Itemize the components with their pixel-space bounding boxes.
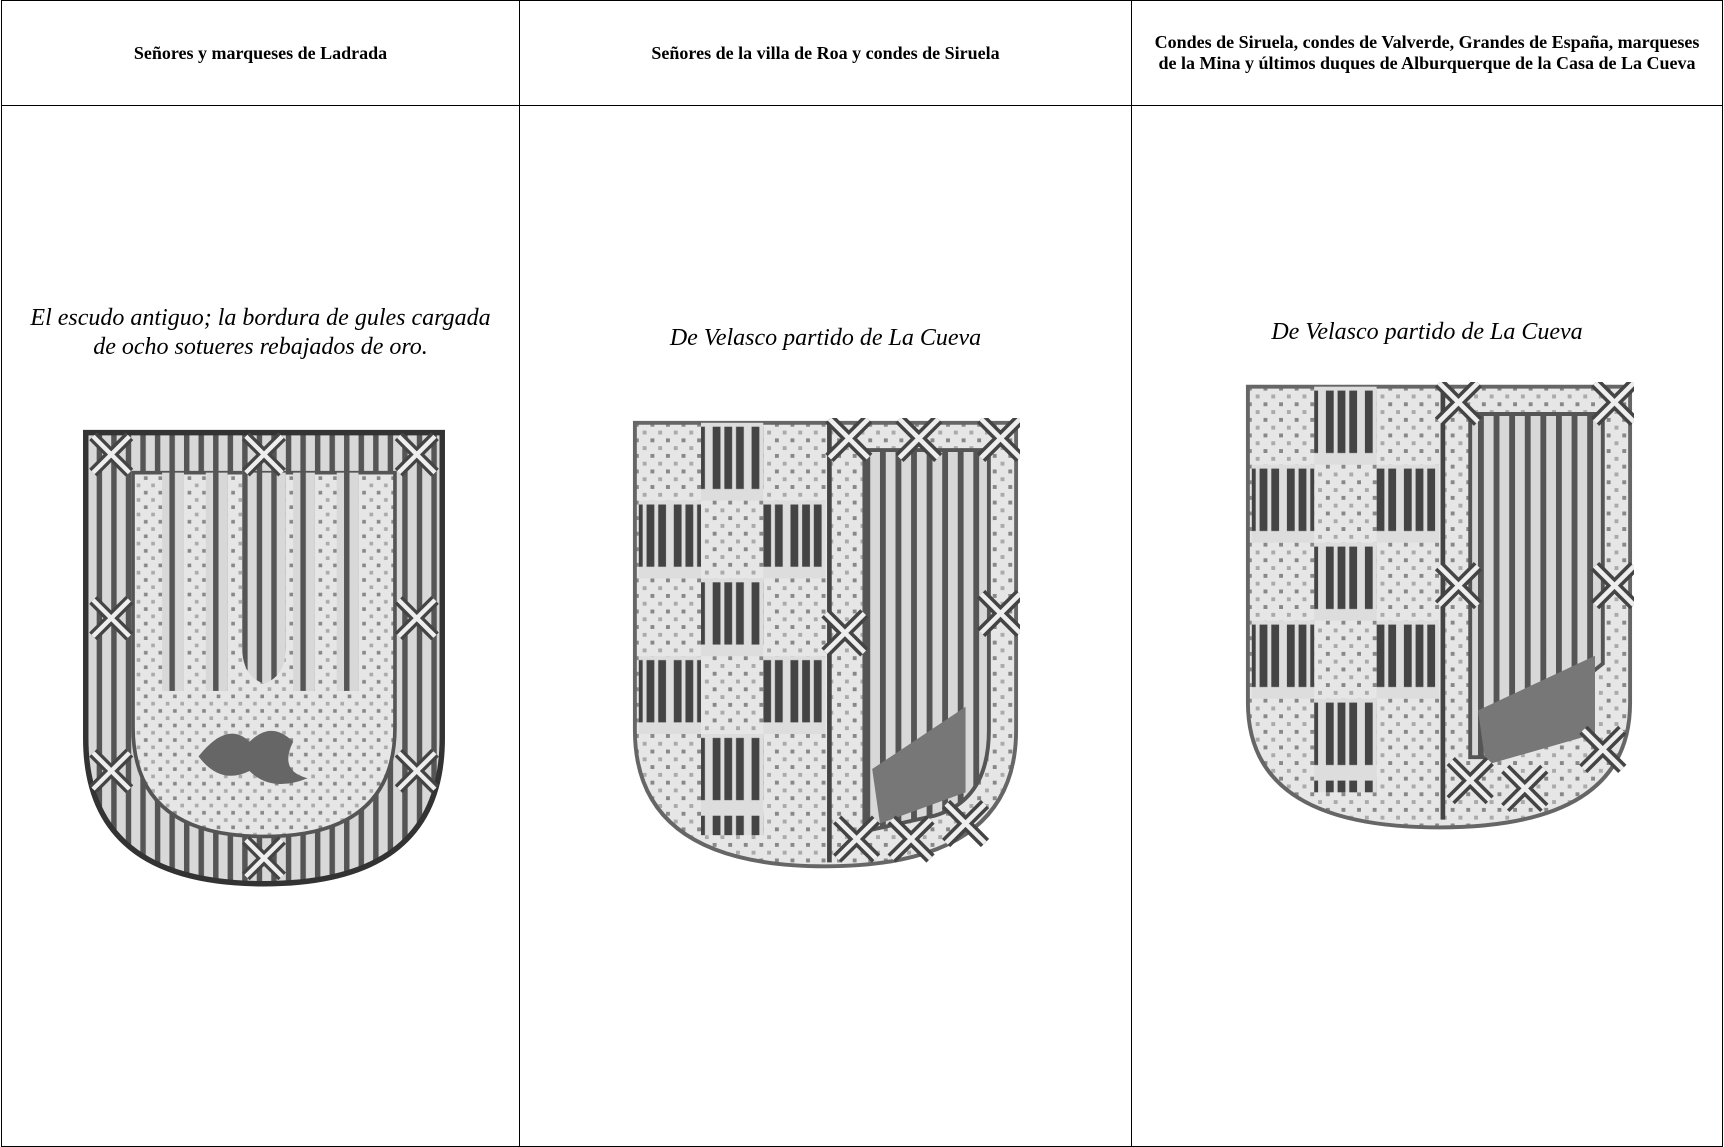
body-cell: De Velasco partido de La Cueva [519, 105, 1132, 1147]
body-row: El escudo antiguo; la bordura de gules c… [1, 105, 1723, 1147]
coat-of-arms [632, 418, 1020, 869]
header-row: Señores y marqueses de Ladrada Señores d… [1, 0, 1723, 106]
header-cell: Condes de Siruela, condes de Valverde, G… [1131, 0, 1723, 106]
description: De Velasco partido de La Cueva [669, 325, 982, 351]
coat-of-arms [83, 429, 445, 887]
coat-of-arms [1245, 382, 1634, 830]
header-cell: Señores de la villa de Roa y condes de S… [519, 0, 1132, 106]
body-cell: De Velasco partido de La Cueva [1131, 105, 1723, 1147]
description: El escudo antiguo; la bordura de gules c… [30, 305, 491, 360]
body-cell: El escudo antiguo; la bordura de gules c… [1, 105, 520, 1147]
header-cell: Señores y marqueses de Ladrada [1, 0, 520, 106]
description: De Velasco partido de La Cueva [1271, 319, 1583, 345]
